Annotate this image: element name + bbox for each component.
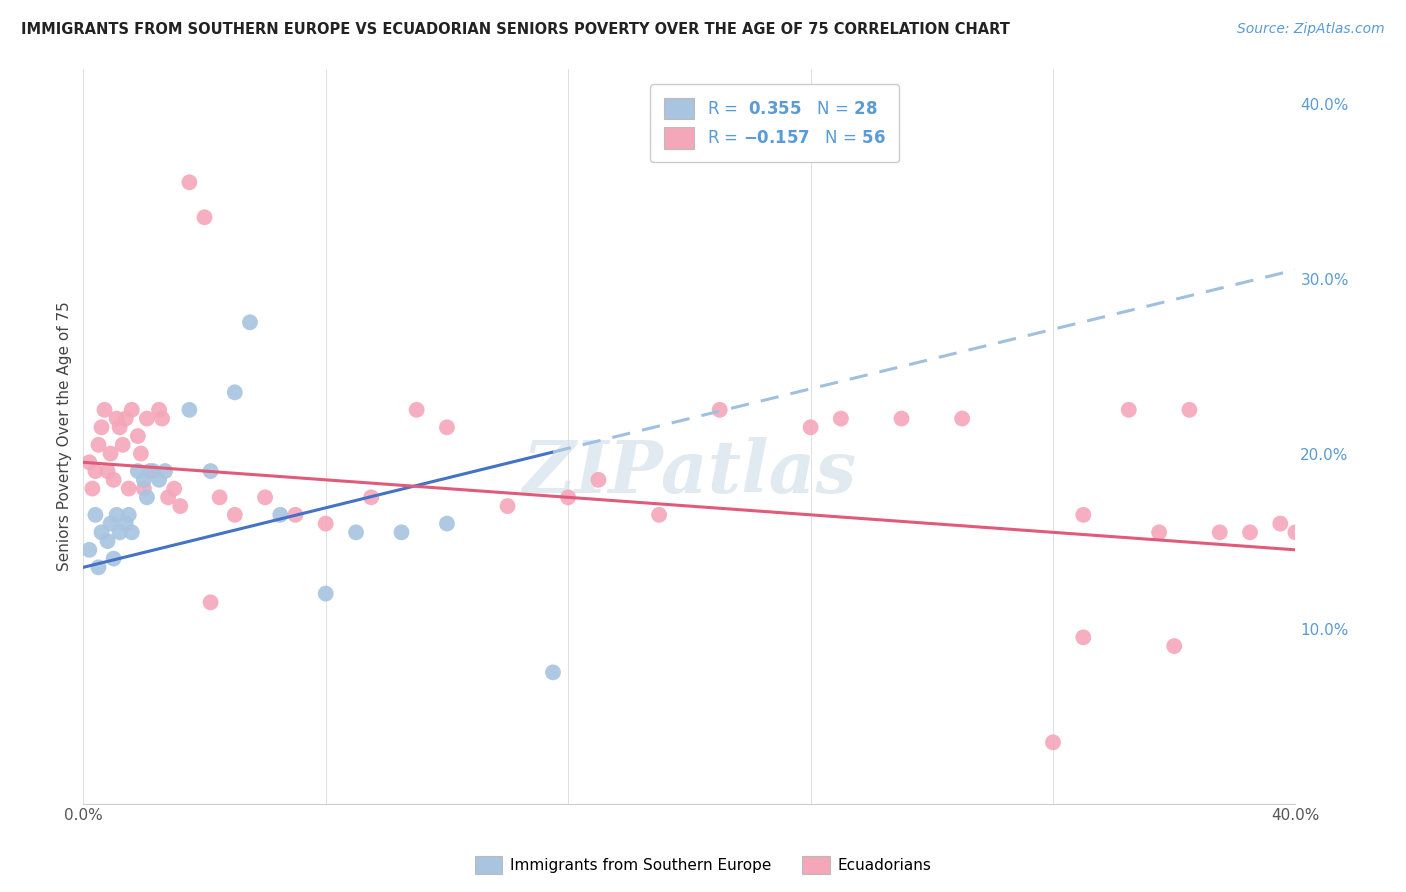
Point — [1178, 402, 1201, 417]
Point — [436, 420, 458, 434]
Point — [84, 508, 107, 522]
Point — [179, 402, 201, 417]
Point — [114, 411, 136, 425]
Point — [121, 402, 143, 417]
Point — [269, 508, 291, 522]
Point — [1073, 508, 1095, 522]
Point — [96, 464, 118, 478]
Point — [830, 411, 852, 425]
Point — [200, 595, 222, 609]
Point — [79, 542, 101, 557]
Point — [1208, 525, 1230, 540]
Point — [127, 429, 149, 443]
Point — [132, 482, 155, 496]
Point — [254, 491, 277, 505]
Point — [84, 464, 107, 478]
Point — [100, 516, 122, 531]
Point — [179, 175, 201, 189]
Point — [157, 491, 180, 505]
Point — [436, 516, 458, 531]
Point — [284, 508, 307, 522]
Text: IMMIGRANTS FROM SOUTHERN EUROPE VS ECUADORIAN SENIORS POVERTY OVER THE AGE OF 75: IMMIGRANTS FROM SOUTHERN EUROPE VS ECUAD… — [21, 22, 1010, 37]
Point — [557, 491, 579, 505]
Point — [163, 482, 186, 496]
Point — [87, 560, 110, 574]
Point — [1284, 525, 1306, 540]
Point — [79, 455, 101, 469]
Point — [96, 534, 118, 549]
Point — [90, 420, 112, 434]
Point — [108, 525, 131, 540]
Point — [391, 525, 413, 540]
Point — [224, 508, 246, 522]
Point — [136, 491, 159, 505]
Text: ZIPatlas: ZIPatlas — [522, 437, 856, 508]
Legend: Immigrants from Southern Europe, Ecuadorians: Immigrants from Southern Europe, Ecuador… — [468, 850, 938, 880]
Point — [169, 499, 191, 513]
Point — [103, 551, 125, 566]
Point — [1163, 639, 1185, 653]
Point — [709, 402, 731, 417]
Point — [105, 508, 128, 522]
Point — [1042, 735, 1064, 749]
Point — [800, 420, 823, 434]
Point — [136, 411, 159, 425]
Point — [344, 525, 367, 540]
Point — [148, 402, 170, 417]
Point — [648, 508, 671, 522]
Point — [90, 525, 112, 540]
Point — [118, 482, 141, 496]
Point — [588, 473, 610, 487]
Point — [142, 464, 165, 478]
Point — [103, 473, 125, 487]
Point — [1073, 631, 1095, 645]
Point — [315, 516, 337, 531]
Point — [950, 411, 973, 425]
Point — [541, 665, 564, 680]
Point — [890, 411, 912, 425]
Point — [360, 491, 382, 505]
Point — [224, 385, 246, 400]
Point — [100, 446, 122, 460]
Point — [87, 438, 110, 452]
Text: Source: ZipAtlas.com: Source: ZipAtlas.com — [1237, 22, 1385, 37]
Point — [239, 315, 262, 329]
Point — [139, 464, 162, 478]
Point — [118, 508, 141, 522]
Point — [127, 464, 149, 478]
Point — [1270, 516, 1292, 531]
Point — [82, 482, 104, 496]
Point — [93, 402, 115, 417]
Y-axis label: Seniors Poverty Over the Age of 75: Seniors Poverty Over the Age of 75 — [58, 301, 72, 571]
Point — [1239, 525, 1261, 540]
Point — [405, 402, 427, 417]
Point — [1118, 402, 1140, 417]
Point — [121, 525, 143, 540]
Point — [193, 211, 215, 225]
Legend: R =  $\mathbf{0.355}$   N = $\mathbf{28}$, R = $\mathbf{-0.157}$   N = $\mathbf{: R = $\mathbf{0.355}$ N = $\mathbf{28}$, … — [651, 84, 900, 162]
Point — [129, 446, 152, 460]
Point — [496, 499, 519, 513]
Point — [108, 420, 131, 434]
Point — [150, 411, 173, 425]
Point — [105, 411, 128, 425]
Point — [200, 464, 222, 478]
Point — [132, 473, 155, 487]
Point — [114, 516, 136, 531]
Point — [153, 464, 176, 478]
Point — [111, 438, 134, 452]
Point — [1147, 525, 1170, 540]
Point — [315, 586, 337, 600]
Point — [208, 491, 231, 505]
Point — [148, 473, 170, 487]
